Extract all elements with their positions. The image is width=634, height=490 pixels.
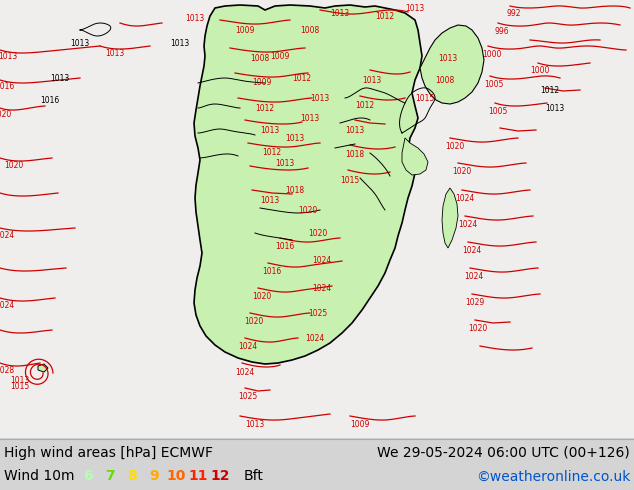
Text: 1013: 1013 [346, 125, 365, 134]
Text: 1016: 1016 [275, 242, 295, 250]
Text: 1020: 1020 [4, 161, 23, 170]
Text: 1000: 1000 [482, 49, 501, 58]
Polygon shape [38, 364, 48, 372]
Text: 1024: 1024 [313, 284, 332, 293]
Text: 1028: 1028 [0, 366, 15, 374]
Text: 1013: 1013 [0, 51, 18, 60]
Text: 1016: 1016 [41, 96, 60, 104]
Polygon shape [402, 138, 428, 175]
Text: 1016: 1016 [0, 81, 15, 91]
Text: 1024: 1024 [462, 245, 482, 254]
Text: 1013: 1013 [363, 75, 382, 84]
Text: 1024: 1024 [458, 220, 477, 228]
Text: 996: 996 [495, 26, 509, 35]
Text: 1018: 1018 [346, 149, 365, 158]
Text: 1024: 1024 [0, 230, 15, 240]
Polygon shape [420, 25, 484, 104]
Text: 1020: 1020 [252, 292, 271, 300]
Text: 1018: 1018 [285, 186, 304, 195]
Text: 1012: 1012 [262, 147, 281, 156]
Text: 1024: 1024 [306, 334, 325, 343]
Text: 1013: 1013 [245, 419, 264, 428]
Text: 1012: 1012 [292, 74, 311, 82]
Text: 1020: 1020 [453, 167, 472, 175]
Text: 1015: 1015 [10, 382, 30, 391]
Text: 1009: 1009 [235, 25, 255, 34]
Text: 1020: 1020 [445, 142, 465, 150]
Text: 1013: 1013 [261, 125, 280, 134]
Text: 1013: 1013 [171, 39, 190, 48]
Text: Bft: Bft [244, 469, 264, 484]
Text: 1013: 1013 [185, 14, 205, 23]
Text: 1013: 1013 [311, 94, 330, 102]
Text: Wind 10m: Wind 10m [4, 469, 75, 484]
Polygon shape [442, 188, 458, 248]
Text: 1012: 1012 [356, 100, 375, 109]
Text: 9: 9 [149, 469, 158, 484]
Text: 1020: 1020 [308, 228, 328, 238]
Text: 1013: 1013 [285, 133, 304, 143]
Text: ©weatheronline.co.uk: ©weatheronline.co.uk [476, 469, 630, 484]
Text: 1013: 1013 [105, 49, 125, 57]
Text: 1024: 1024 [235, 368, 255, 376]
Text: 1013: 1013 [438, 53, 458, 63]
Text: 1012: 1012 [256, 103, 275, 113]
Text: 1013: 1013 [330, 8, 349, 18]
Text: 1000: 1000 [530, 66, 550, 74]
Text: 1008: 1008 [436, 75, 455, 84]
Text: 1013: 1013 [70, 39, 89, 48]
Text: 1020: 1020 [469, 323, 488, 333]
Text: 1008: 1008 [301, 25, 320, 34]
Text: 1013: 1013 [261, 196, 280, 204]
Text: 1015: 1015 [415, 94, 435, 102]
Text: 1013: 1013 [405, 3, 425, 13]
Text: 7: 7 [105, 469, 115, 484]
Text: 1013: 1013 [301, 114, 320, 122]
Text: 1005: 1005 [484, 79, 503, 89]
Text: 1013: 1013 [545, 103, 565, 113]
Text: 8: 8 [127, 469, 137, 484]
Text: 1025: 1025 [238, 392, 257, 400]
Text: 11: 11 [188, 469, 208, 484]
Text: 1024: 1024 [464, 271, 484, 280]
Text: 1009: 1009 [252, 77, 272, 87]
Text: 992: 992 [507, 8, 521, 18]
Text: 1020: 1020 [244, 317, 264, 325]
Text: 1024: 1024 [455, 194, 475, 202]
Text: 1025: 1025 [308, 309, 328, 318]
Text: 1020: 1020 [299, 205, 318, 215]
Text: 1024: 1024 [0, 300, 15, 310]
Polygon shape [194, 5, 422, 364]
Text: 12: 12 [210, 469, 230, 484]
Text: 1009: 1009 [351, 419, 370, 428]
Text: 1005: 1005 [488, 106, 508, 116]
Text: 1013: 1013 [50, 74, 70, 82]
Text: 1029: 1029 [465, 297, 484, 307]
Text: We 29-05-2024 06:00 UTC (00+126): We 29-05-2024 06:00 UTC (00+126) [377, 445, 630, 460]
Text: High wind areas [hPa] ECMWF: High wind areas [hPa] ECMWF [4, 445, 213, 460]
Text: 1015: 1015 [340, 175, 359, 185]
Text: 1008: 1008 [250, 53, 269, 63]
Text: 1024: 1024 [238, 342, 257, 350]
Text: 6: 6 [83, 469, 93, 484]
Text: 10: 10 [166, 469, 186, 484]
Text: 1009: 1009 [270, 51, 290, 60]
Text: 1020: 1020 [0, 109, 11, 119]
Text: 1012: 1012 [375, 11, 394, 21]
Text: 1016: 1016 [262, 267, 281, 275]
Text: 1024: 1024 [313, 255, 332, 265]
Text: 1013: 1013 [10, 375, 30, 385]
Text: 1013: 1013 [275, 158, 295, 168]
Text: 1012: 1012 [540, 85, 560, 95]
